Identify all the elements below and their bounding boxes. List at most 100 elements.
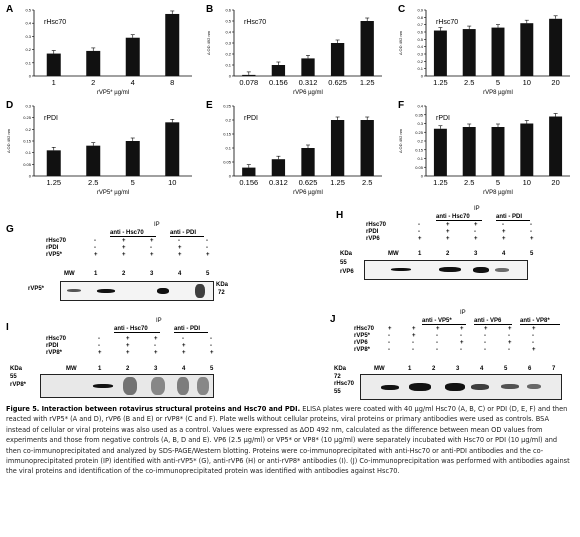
kda-value: 55 [10, 374, 17, 380]
row-sign: - [418, 222, 420, 228]
ip-label: IP [460, 310, 466, 316]
x-tick-label: 1 [52, 78, 56, 87]
y-tick-label: 0.15 [223, 132, 232, 137]
row-sign: + [94, 252, 98, 258]
row-sign: + [460, 326, 464, 332]
row-label: rVP6 [366, 236, 380, 242]
ip-label: IP [154, 222, 160, 228]
x-tick-label: 1.25 [360, 78, 375, 87]
antibody-label-vp6: anti - VP6 [474, 318, 502, 324]
band-label: rVP5* [28, 286, 45, 292]
row-sign: + [210, 350, 214, 356]
bar [125, 141, 140, 176]
row-label: rVP6 [354, 340, 368, 346]
y-tick-label: 0 [421, 74, 424, 79]
row-sign: - [150, 245, 152, 251]
lane-number: 5 [530, 251, 534, 257]
y-tick-label: 0.3 [417, 52, 423, 57]
x-tick-label: 0.312 [269, 178, 288, 187]
row-sign: + [532, 347, 536, 353]
y-tick-label: 0.3 [25, 34, 31, 39]
y-tick-label: 0.2 [417, 59, 423, 64]
row-sign: + [206, 252, 210, 258]
row-label: rVP8* [46, 350, 63, 356]
panel-label-c: C [398, 4, 405, 15]
row-sign: - [418, 229, 420, 235]
bar [462, 127, 476, 176]
kda-label: KDa [10, 366, 23, 372]
bar [462, 29, 476, 76]
row-sign: + [508, 340, 512, 346]
row-sign: + [178, 252, 182, 258]
row-sign: - [388, 347, 390, 353]
y-tick-label: 0.5 [417, 37, 423, 42]
row-sign: + [122, 245, 126, 251]
row-sign: - [436, 340, 438, 346]
bar [520, 123, 534, 176]
row-sign: + [484, 326, 488, 332]
y-tick-label: 0.4 [417, 104, 423, 109]
lane-number: 1 [94, 271, 98, 277]
x-tick-label: 1.25 [433, 78, 448, 87]
row-sign: - [154, 343, 156, 349]
y-tick-label: 0.2 [225, 52, 231, 57]
row-label: rPDI [366, 229, 379, 235]
row-sign: - [98, 336, 100, 342]
antibody-label-pdi: anti - PDI [170, 230, 197, 236]
bar [242, 167, 256, 176]
blot-panel-i: I IP anti - Hsc70 anti - PDI rHsc70- + + - -… [6, 318, 236, 398]
x-tick-label: 10 [523, 178, 531, 187]
row-sign: + [154, 350, 158, 356]
kda-label: KDa [340, 251, 353, 257]
row-label: rVP5* [354, 333, 371, 339]
lane-number: 4 [178, 271, 182, 277]
y-tick-label: 0.4 [25, 21, 31, 26]
blot-strip [364, 260, 528, 280]
bar [165, 13, 180, 77]
row-sign: - [532, 333, 534, 339]
ip-label: IP [156, 318, 162, 324]
bar [271, 159, 286, 176]
row-sign: + [126, 343, 130, 349]
row-label: rHsc70 [46, 336, 67, 342]
row-sign: + [474, 222, 478, 228]
row-sign: + [122, 238, 126, 244]
y-tick-label: 0.7 [417, 22, 423, 27]
y-tick-label: 0.1 [417, 156, 423, 161]
x-tick-label: 2.5 [88, 178, 98, 187]
blot-strip [40, 374, 214, 398]
y-tick-label: 0 [29, 74, 32, 79]
row-sign: - [484, 333, 486, 339]
mw-label: MW [66, 366, 77, 372]
band-label: rVP8* [10, 382, 27, 388]
row-sign: + [508, 326, 512, 332]
panel-label-f: F [398, 100, 404, 111]
panel-label-e: E [206, 100, 213, 111]
antibody-label-vp8: anti - VP8* [520, 318, 550, 324]
bar [360, 120, 374, 176]
row-sign: + [502, 236, 506, 242]
row-sign: - [206, 245, 208, 251]
x-axis-label: rVP8 µg/ml [483, 90, 513, 96]
row-sign: - [210, 336, 212, 342]
lane-number: 3 [474, 251, 478, 257]
x-tick-label: 5 [496, 178, 500, 187]
x-tick-label: 20 [551, 178, 559, 187]
bar [242, 74, 256, 76]
x-axis-label: rVP5* µg/ml [97, 90, 129, 96]
row-sign: - [388, 333, 390, 339]
chart-title: rPDI [436, 115, 450, 122]
x-tick-label: 0.625 [328, 78, 347, 87]
row-label: rPDI [46, 343, 59, 349]
x-axis-label: rVP6 µg/ml [293, 190, 323, 196]
panel-label-g: G [6, 224, 14, 235]
bar [46, 53, 61, 76]
y-tick-label: 0.05 [23, 162, 32, 167]
antibody-label-hsc70: anti - Hsc70 [110, 230, 144, 236]
y-tick-label: 0 [229, 174, 232, 179]
row-sign: - [98, 343, 100, 349]
row-sign: + [460, 340, 464, 346]
